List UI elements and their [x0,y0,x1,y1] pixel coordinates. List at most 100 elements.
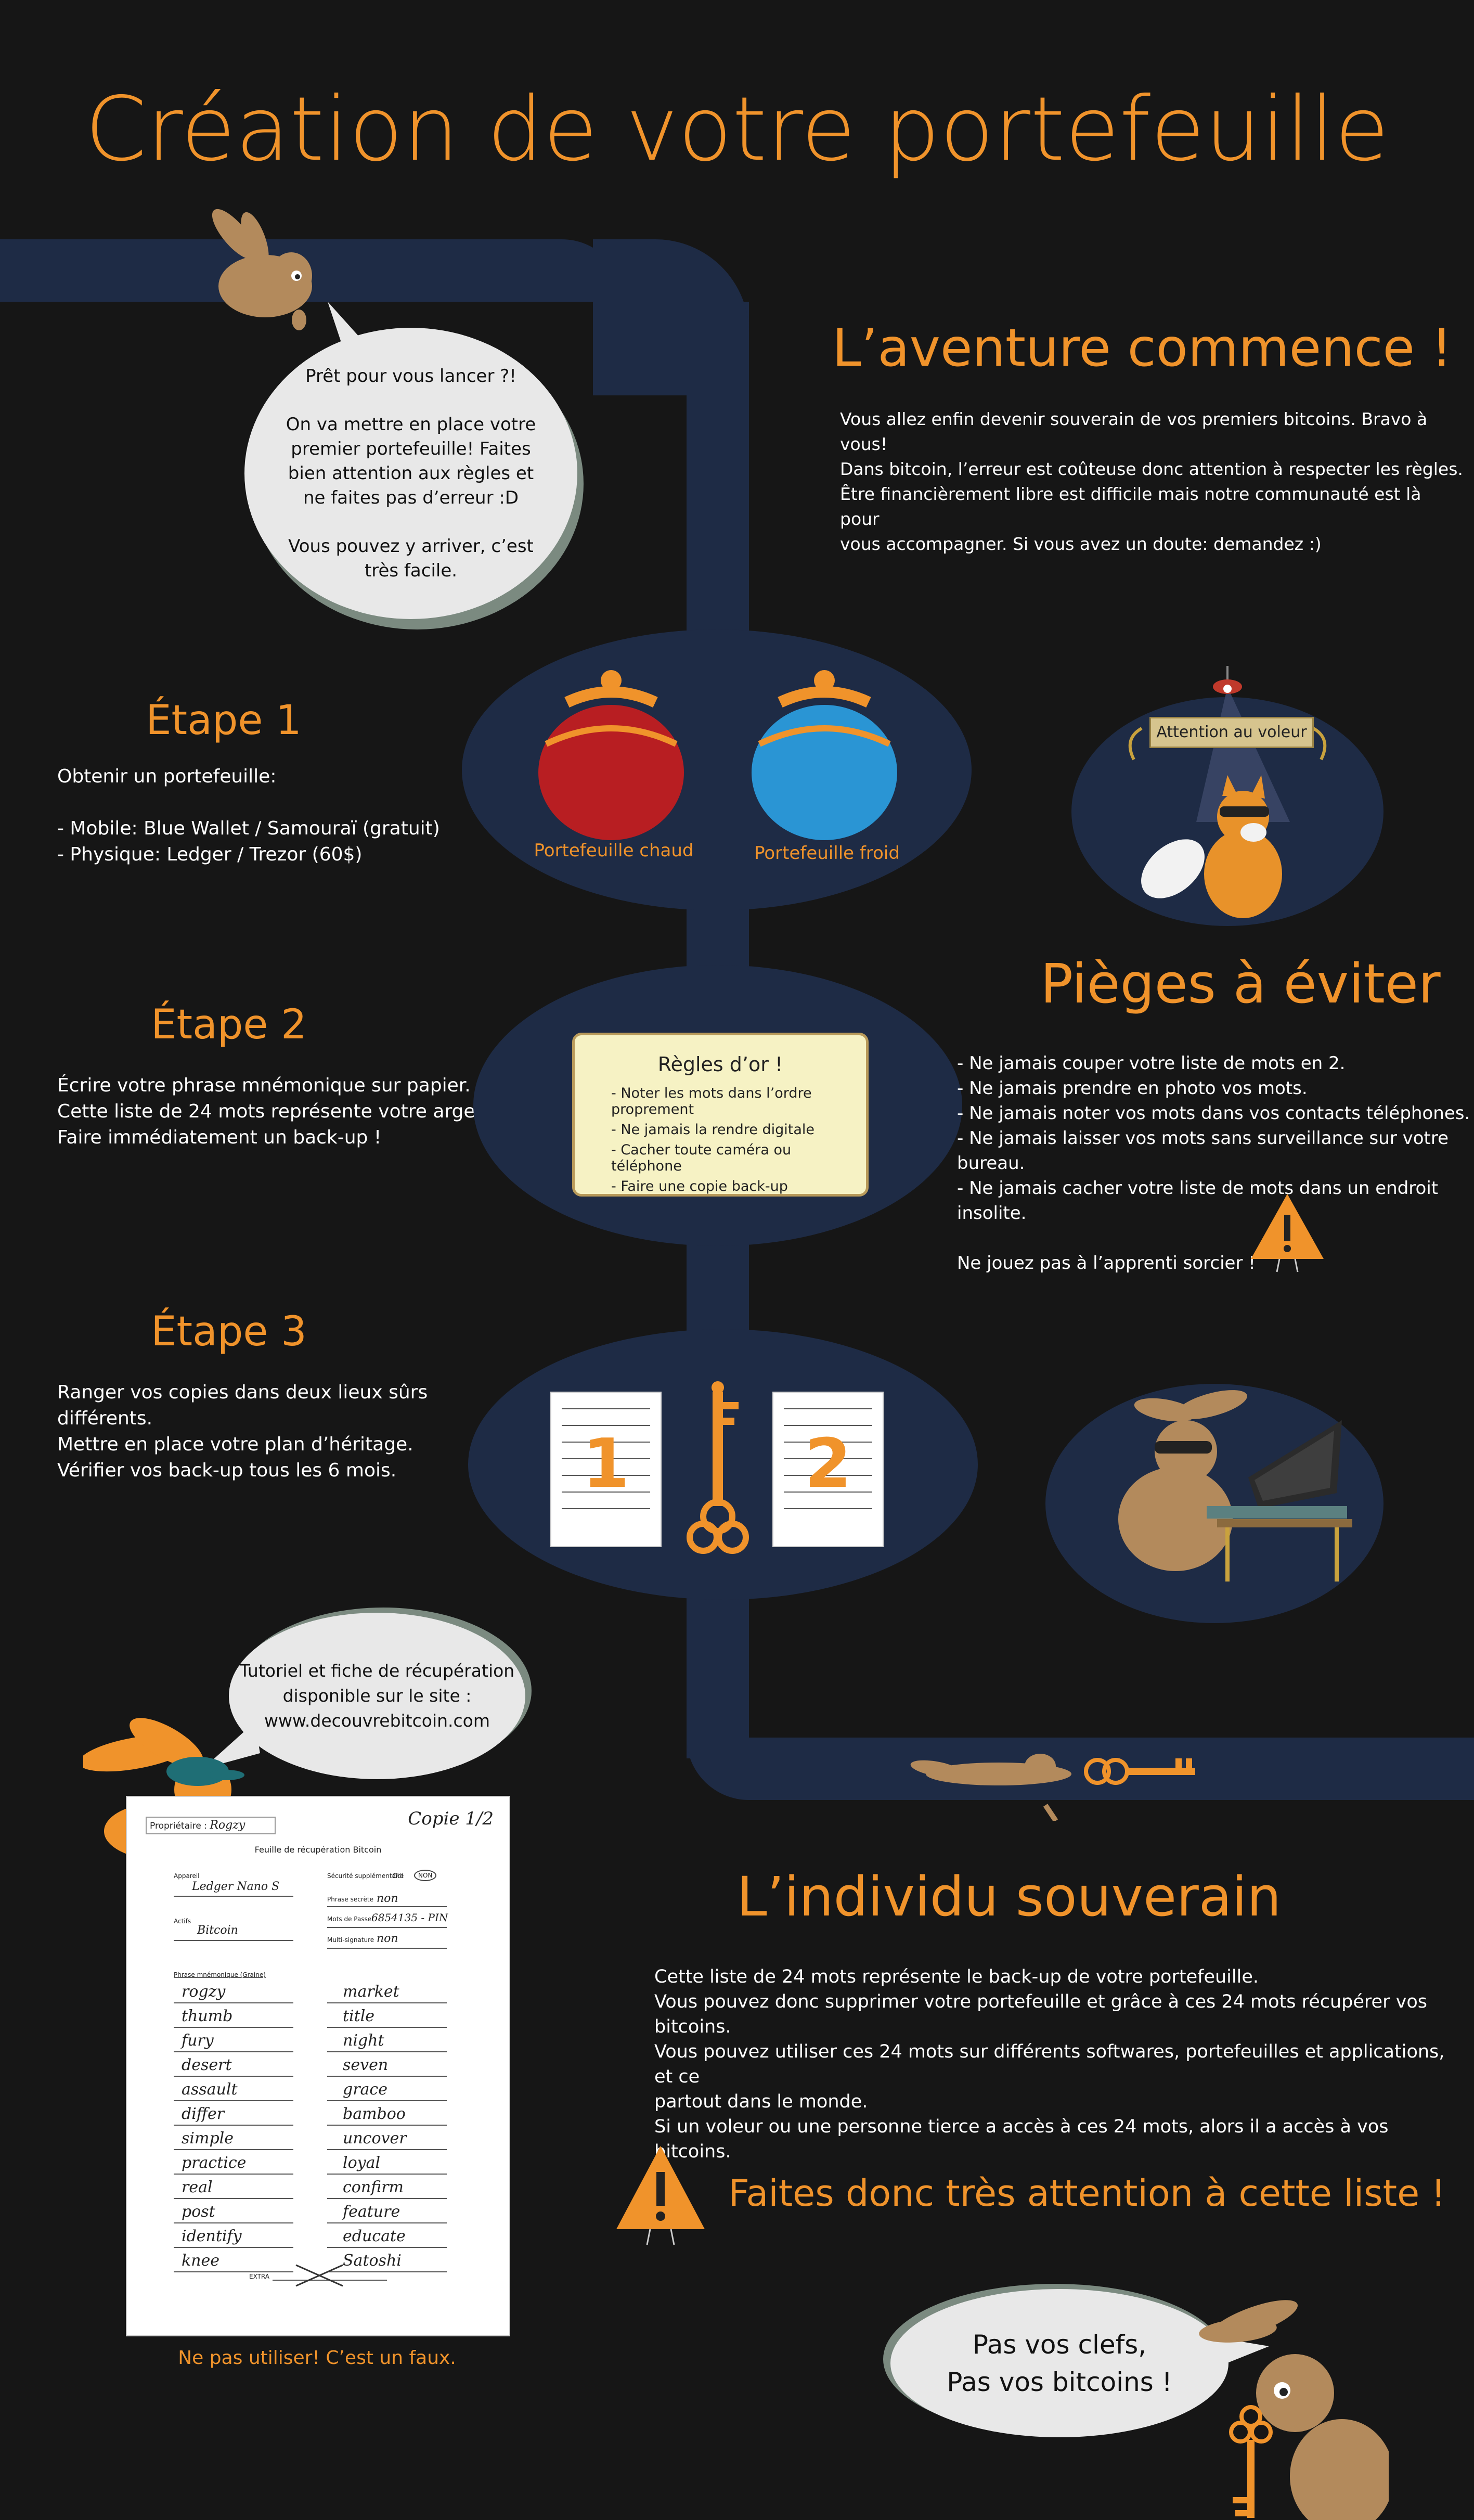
seed-word: practice [174,2150,293,2175]
backup-copy-2: 2 [772,1392,884,1547]
cross-out-mark [295,2264,343,2287]
seed-word: thumb [174,2003,293,2028]
multisig-value: non [377,1932,398,1945]
thief-warning-sign: Attention au voleur [1149,717,1314,748]
scroll-rule: - Faire une copie back-up [611,1178,788,1194]
asset-value: Bitcoin [197,1924,238,1937]
golden-rules-scroll: Règles d’or ! - Noter les mots dans l’or… [572,1033,869,1197]
seed-word: confirm [327,2175,447,2199]
multisig-label: Multi-signature [327,1936,374,1944]
warning-triangle-icon [1251,1194,1324,1272]
sovereign-heading: L’individu souverain [736,1865,1282,1928]
seed-word: uncover [327,2126,447,2150]
warning-list-text: Faites donc très attention à cette liste… [728,2172,1446,2215]
final-bubble-tail [1207,2336,1269,2367]
fake-sheet-caption: Ne pas utiliser! C’est un faux. [178,2347,456,2369]
rabbit-illustration [212,209,312,330]
mnemonic-label: Phrase mnémonique (Graine) [174,1971,266,1978]
seed-word: Satoshi [327,2248,447,2272]
path-bottom [687,1738,1474,1800]
intro-line-3: Vous pouvez y arriver, c’est très facile… [288,535,534,581]
security-no: NON [414,1870,437,1881]
words-left-column: rogzy thumb fury desert assault differ s… [174,1979,293,2272]
security-label: Sécurité supplémentaire [327,1872,404,1880]
seed-word: loyal [327,2150,447,2175]
page-title: Création de votre portefeuille [85,78,1389,181]
seed-word: simple [174,2126,293,2150]
step1-title: Étape 1 [146,697,302,744]
passphrase-label: Phrase secrète [327,1896,373,1903]
tutorial-bubble-tail [203,1722,260,1769]
seed-word: market [327,1979,447,2003]
scroll-rule: - Noter les mots dans l’ordre proprement [611,1085,812,1117]
words-right-column: market title night seven grace bamboo un… [327,1979,447,2272]
final-speech-bubble: Pas vos clefs, Pas vos bitcoins ! [890,2289,1229,2437]
adventure-paragraph-2: Être financièrement libre est difficile … [840,484,1421,554]
scroll-rule: - Cacher toute caméra ou téléphone [611,1142,792,1174]
asset-label: Actifs [174,1918,191,1925]
scroll-title: Règles d’or ! [657,1053,783,1076]
seed-word: seven [327,2052,447,2077]
owner-value: Rogzy [210,1819,245,1832]
path-curve-top [593,239,749,395]
seed-word: bamboo [327,2101,447,2126]
final-bubble-text: Pas vos clefs, Pas vos bitcoins ! [947,2329,1172,2397]
hot-wallet-label: Portefeuille chaud [534,840,694,861]
intro-line-2: On va mettre en place votre premier port… [286,414,536,508]
traps-list: - Ne jamais couper votre liste de mots e… [957,1051,1472,1276]
copy-label: Copie 1/2 [408,1808,494,1829]
seed-word: real [174,2175,293,2199]
intro-bubble-tail [328,302,374,354]
trap-item: - Ne jamais cacher votre liste de mots d… [957,1178,1439,1224]
extra-label: EXTRA [249,2273,269,2280]
adventure-heading: L’aventure commence ! [832,317,1452,378]
seed-word: title [327,2003,447,2028]
step2-title: Étape 2 [151,1001,307,1048]
owner-box: Propriétaire : Rogzy [146,1817,276,1834]
cold-wallet-icon [752,670,897,840]
pin-label: Mots de Passe [327,1915,372,1923]
device-value: Ledger Nano S [192,1880,280,1893]
path-top [0,239,624,302]
tutorial-speech-bubble: Tutoriel et fiche de récupération dispon… [229,1613,525,1779]
intro-speech-bubble: Prêt pour vous lancer ?! On va mettre en… [244,328,577,619]
seed-word: educate [327,2223,447,2248]
traps-footer: Ne jouez pas à l’apprenti sorcier ! [957,1253,1256,1274]
rabbit-with-key-illustration [910,1754,1195,1821]
cold-wallet-label: Portefeuille froid [754,843,900,864]
traps-heading: Pièges à éviter [1040,952,1441,1015]
seed-word: grace [327,2077,447,2101]
rabbit-holding-key-illustration [1199,2300,1389,2520]
tutorial-bubble-text: Tutoriel et fiche de récupération dispon… [239,1661,515,1731]
backup-copy-1: 1 [550,1392,662,1547]
sovereign-text: Cette liste de 24 mots représente le bac… [654,1966,1445,2162]
seed-word: fury [174,2028,293,2052]
trap-item: - Ne jamais prendre en photo vos mots. [957,1078,1308,1099]
security-yes: OUI [392,1872,404,1880]
seed-word: rogzy [174,1979,293,2003]
key-icon [687,1381,749,1554]
seed-word: assault [174,2077,293,2101]
seed-word: post [174,2199,293,2223]
seed-word: feature [327,2199,447,2223]
adventure-paragraph-1: Vous allez enfin devenir souverain de vo… [840,409,1463,479]
intro-line-1: Prêt pour vous lancer ?! [305,365,516,387]
step3-text: Ranger vos copies dans deux lieux sûrs d… [57,1382,428,1481]
trap-item: - Ne jamais laisser vos mots sans survei… [957,1128,1449,1174]
passphrase-value: non [377,1892,398,1905]
copy-number-1: 1 [582,1424,630,1503]
fox-thief-illustration [1128,666,1327,918]
scroll-rule: - Ne jamais la rendre digitale [611,1122,814,1138]
seed-word: differ [174,2101,293,2126]
warning-triangle-icon [616,2146,705,2245]
step1-text: Obtenir un portefeuille: - Mobile: Blue … [57,766,440,865]
seed-word: night [327,2028,447,2052]
trap-item: - Ne jamais couper votre liste de mots e… [957,1053,1346,1074]
step3-title: Étape 3 [151,1308,307,1355]
owner-label: Propriétaire : [150,1821,207,1831]
copy-number-2: 2 [804,1424,852,1503]
seed-word: knee [174,2248,293,2272]
step2-text: Écrire votre phrase mnémonique sur papie… [57,1075,500,1148]
recovery-sheet: Propriétaire : Rogzy Copie 1/2 Feuille d… [126,1796,510,2336]
hot-wallet-icon [538,670,684,840]
